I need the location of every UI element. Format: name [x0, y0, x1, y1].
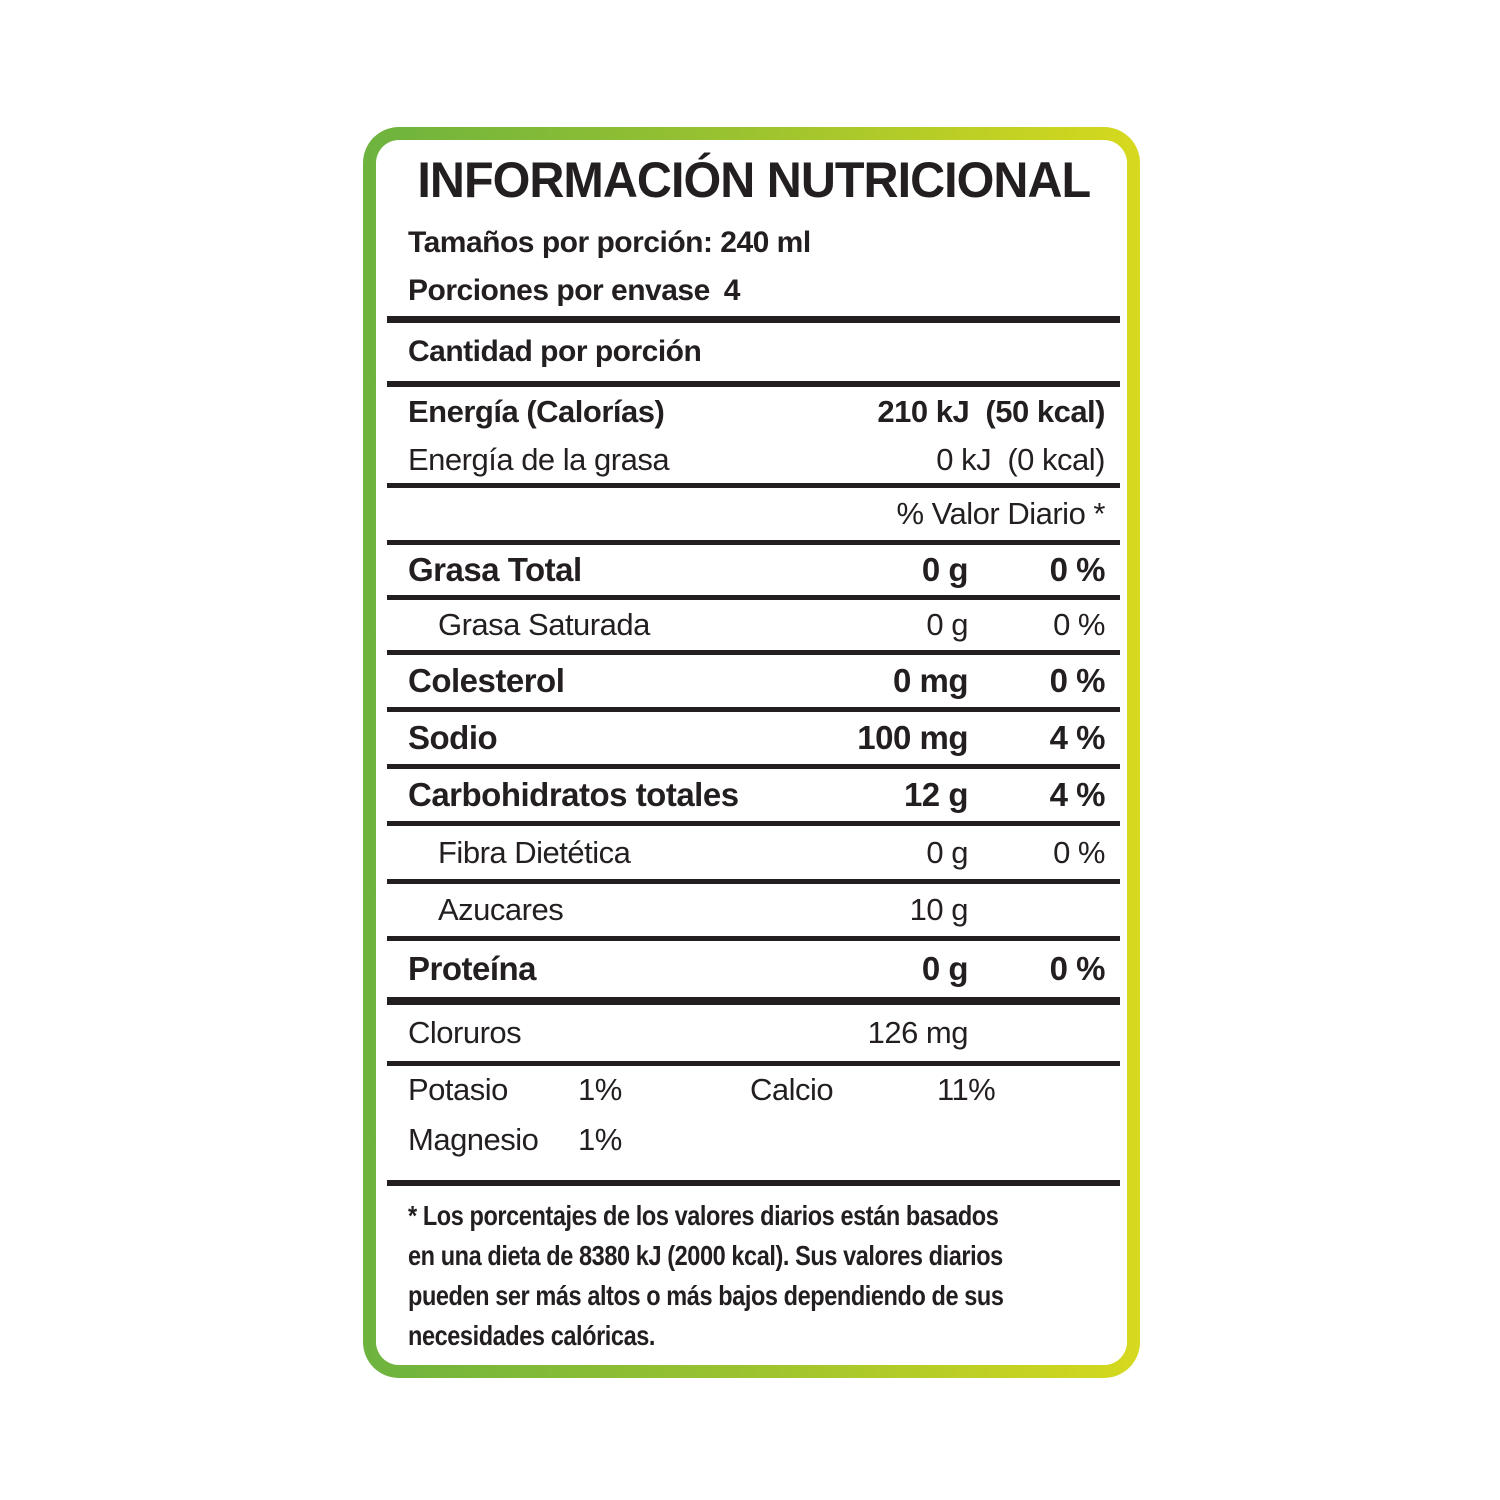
label-header: INFORMACIÓN NUTRICIONAL [387, 140, 1120, 220]
serving-size-row: Tamaños por porción: 240 ml [387, 220, 1120, 266]
nutrient-daily-value: 0 % [1049, 950, 1106, 987]
nutrient-name: Proteína [408, 950, 537, 987]
energy-row: Energía (Calorías) 210 kJ (50 kcal) [387, 387, 1120, 437]
nutrient-row-saturated-fat: Grasa Saturada 0 g 0 % [387, 600, 1120, 650]
divider [387, 595, 1120, 600]
energy-fat-name: Energía de la grasa [408, 442, 670, 477]
nutrient-row-protein: Proteína 0 g 0 % [387, 941, 1120, 997]
divider [387, 316, 1120, 323]
divider [387, 650, 1120, 655]
nutrition-label-border: INFORMACIÓN NUTRICIONAL Tamaños por porc… [363, 127, 1140, 1378]
divider [387, 936, 1120, 941]
nutrient-daily-value: 0 % [1049, 662, 1106, 699]
divider [387, 381, 1120, 387]
nutrient-name: Grasa Saturada [438, 607, 650, 642]
nutrient-amount: 100 mg [857, 719, 968, 756]
footnote-line: * Los porcentajes de los valores diarios… [408, 1200, 999, 1231]
nutrient-daily-value: 4 % [1049, 776, 1106, 813]
nutrition-label: INFORMACIÓN NUTRICIONAL Tamaños por porc… [376, 140, 1127, 1365]
chlorides-amount: 126 mg [867, 1015, 969, 1050]
nutrient-daily-value: 0 % [1053, 607, 1105, 642]
nutrient-daily-value: 4 % [1049, 719, 1106, 756]
nutrient-row-cholesterol: Colesterol 0 mg 0 % [387, 655, 1120, 707]
nutrient-daily-value: 0 % [1053, 834, 1105, 870]
divider [387, 821, 1120, 826]
divider [387, 1180, 1120, 1186]
potassium-name: Potasio [408, 1072, 508, 1107]
potassium-calcium-row: Potasio 1% Calcio 11% [387, 1066, 1120, 1114]
energy-fat-row: Energía de la grasa 0 kJ (0 kcal) [387, 437, 1120, 483]
divider [387, 997, 1120, 1005]
nutrient-row-total-carbohydrate: Carbohidratos totales 12 g 4 % [387, 769, 1120, 821]
divider [387, 707, 1120, 712]
nutrient-name: Colesterol [408, 662, 565, 699]
nutrient-name: Azucares [438, 892, 564, 927]
energy-name: Energía (Calorías) [408, 394, 665, 429]
daily-value-header-row: % Valor Diario * [387, 488, 1120, 540]
footnote: * Los porcentajes de los valores diarios… [387, 1186, 1120, 1356]
divider [387, 540, 1120, 545]
nutrient-name: Grasa Total [408, 551, 582, 588]
footnote-line: en una dieta de 8380 kJ (2000 kcal). Sus… [408, 1240, 1003, 1271]
nutrient-row-sodium: Sodio 100 mg 4 % [387, 712, 1120, 764]
divider [387, 764, 1120, 769]
amount-per-serving-row: Cantidad por porción [387, 323, 1120, 381]
energy-value: 210 kJ (50 kcal) [877, 394, 1105, 429]
nutrient-name: Carbohidratos totales [408, 776, 739, 813]
label-title: INFORMACIÓN NUTRICIONAL [417, 152, 1091, 208]
divider [387, 1061, 1120, 1066]
servings-per-container-label: Porciones por envase [408, 274, 710, 307]
divider [387, 879, 1120, 884]
nutrient-amount: 0 g [921, 950, 969, 987]
nutrient-amount: 0 g [921, 551, 969, 588]
footnote-line: necesidades calóricas. [408, 1320, 656, 1351]
footnote-line: pueden ser más altos o más bajos dependi… [408, 1280, 1004, 1311]
daily-value-header: % Valor Diario * [896, 496, 1105, 531]
potassium-value: 1% [578, 1072, 622, 1107]
nutrient-amount: 0 g [926, 607, 968, 642]
nutrient-name: Sodio [408, 719, 498, 756]
nutrient-amount: 12 g [903, 776, 969, 813]
nutrient-daily-value: 0 % [1049, 551, 1106, 588]
servings-per-container-row: Porciones por envase 4 [387, 266, 1120, 316]
serving-size-text: Tamaños por porción: 240 ml [408, 226, 811, 259]
amount-per-serving-header: Cantidad por porción [408, 335, 702, 368]
divider [387, 483, 1120, 488]
nutrient-amount: 0 g [926, 834, 968, 870]
calcium-name: Calcio [750, 1072, 834, 1107]
servings-per-container-value: 4 [723, 274, 741, 307]
magnesium-row: Magnesio 1% [387, 1114, 1120, 1166]
energy-fat-value: 0 kJ (0 kcal) [936, 442, 1105, 477]
nutrient-amount: 10 g [909, 892, 969, 927]
nutrient-amount: 0 mg [892, 662, 969, 699]
chlorides-name: Cloruros [408, 1015, 522, 1050]
chlorides-row: Cloruros 126 mg [387, 1005, 1120, 1061]
magnesium-name: Magnesio [408, 1122, 539, 1157]
magnesium-value: 1% [578, 1122, 622, 1157]
calcium-value: 11% [937, 1072, 996, 1107]
nutrient-row-total-fat: Grasa Total 0 g 0 % [387, 545, 1120, 595]
nutrient-name: Fibra Dietética [438, 834, 631, 870]
nutrient-row-sugars: Azucares 10 g [387, 884, 1120, 936]
nutrient-row-dietary-fiber: Fibra Dietética 0 g 0 % [387, 826, 1120, 879]
